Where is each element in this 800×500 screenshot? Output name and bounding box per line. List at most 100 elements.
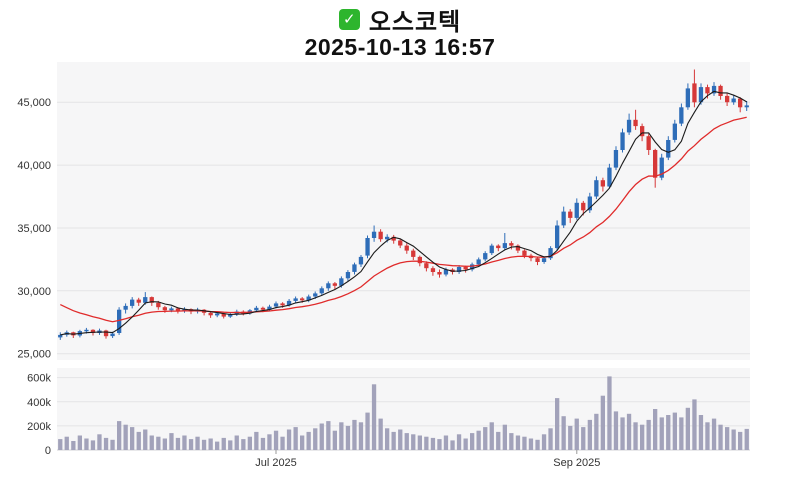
candle bbox=[705, 87, 710, 94]
candle bbox=[130, 299, 135, 306]
volume-bar bbox=[215, 441, 220, 450]
volume-bar bbox=[515, 435, 521, 450]
candle bbox=[541, 258, 547, 262]
candle bbox=[711, 85, 717, 94]
candle bbox=[143, 297, 148, 303]
candle bbox=[568, 211, 573, 218]
volume-bar bbox=[345, 425, 351, 450]
volume-bar bbox=[430, 437, 436, 450]
candle bbox=[286, 300, 292, 306]
candle bbox=[731, 98, 736, 103]
ma-short-line bbox=[60, 90, 747, 336]
volume-bar bbox=[260, 437, 266, 450]
volume-bar bbox=[254, 431, 259, 450]
candle bbox=[653, 150, 658, 178]
candle bbox=[456, 267, 462, 272]
volume-bar bbox=[411, 434, 416, 450]
volume-axis-label: 400k bbox=[27, 397, 51, 409]
volume-bar bbox=[705, 422, 710, 450]
candle bbox=[476, 259, 481, 265]
candle bbox=[502, 243, 507, 249]
candle bbox=[208, 312, 213, 316]
candle bbox=[672, 123, 677, 140]
price-axis-labels: 45,000 40,000 35,000 30,000 25,000 bbox=[17, 97, 51, 361]
volume-bar bbox=[117, 421, 122, 450]
volume-bar bbox=[483, 427, 488, 450]
x-axis-label: Jul 2025 bbox=[255, 457, 297, 469]
volume-bar bbox=[241, 439, 246, 450]
candle bbox=[725, 95, 730, 103]
volume-bar bbox=[561, 416, 566, 450]
candle bbox=[600, 180, 605, 187]
candle bbox=[345, 272, 351, 279]
volume-bar bbox=[587, 419, 592, 450]
candle bbox=[365, 238, 370, 256]
volume-bar bbox=[653, 409, 658, 450]
volume-bar bbox=[110, 439, 115, 451]
volume-bar bbox=[509, 433, 514, 450]
volume-bar bbox=[326, 421, 331, 450]
volume-bar bbox=[738, 431, 743, 450]
volume-bar bbox=[541, 434, 547, 450]
candle bbox=[470, 264, 475, 270]
volume-bar bbox=[300, 435, 305, 450]
volume-bar bbox=[672, 412, 677, 450]
volume-bar bbox=[208, 438, 213, 450]
candle bbox=[522, 250, 527, 256]
candle bbox=[136, 299, 141, 303]
volume-bar bbox=[130, 427, 135, 450]
candle bbox=[509, 243, 514, 246]
volume-bar bbox=[502, 424, 507, 450]
candle bbox=[633, 119, 638, 127]
volume-bar bbox=[293, 427, 298, 450]
candle bbox=[391, 236, 396, 241]
volume-bar bbox=[476, 430, 481, 450]
candle bbox=[254, 307, 259, 311]
candle bbox=[738, 98, 743, 108]
volume-bar bbox=[581, 427, 586, 450]
volume-bar bbox=[456, 434, 462, 450]
volume-bar bbox=[659, 417, 664, 450]
price-plot-area bbox=[57, 62, 750, 360]
candle bbox=[581, 202, 586, 211]
volume-bar bbox=[188, 439, 194, 450]
price-axis-label: 45,000 bbox=[17, 97, 51, 109]
candle bbox=[156, 302, 161, 308]
volume-bar bbox=[489, 422, 494, 450]
candle bbox=[430, 268, 436, 272]
price-axis-label: 35,000 bbox=[17, 223, 51, 235]
volume-bar bbox=[711, 418, 717, 450]
volume-bar bbox=[450, 440, 455, 450]
candle bbox=[339, 278, 344, 286]
candle bbox=[162, 307, 167, 311]
volume-bar bbox=[535, 439, 540, 451]
volume-bar bbox=[90, 440, 96, 450]
volume-bar bbox=[143, 429, 148, 450]
volume-bar bbox=[437, 439, 442, 450]
volume-bar bbox=[725, 427, 730, 450]
candle bbox=[685, 88, 690, 108]
volume-bar bbox=[97, 434, 102, 450]
candle bbox=[306, 296, 311, 301]
volume-bar bbox=[685, 407, 690, 450]
volume-series bbox=[58, 376, 749, 451]
candle bbox=[404, 245, 409, 251]
volume-bar bbox=[175, 437, 181, 450]
volume-bar bbox=[594, 413, 599, 450]
volume-bar bbox=[607, 376, 612, 450]
volume-bar bbox=[385, 428, 390, 450]
volume-bar bbox=[633, 422, 638, 450]
candle bbox=[123, 305, 128, 310]
volume-bar bbox=[162, 438, 167, 450]
chart-header: ✓ 오스코텍 2025-10-13 16:57 bbox=[0, 0, 800, 61]
x-axis: Jul 2025 Sep 2025 bbox=[255, 450, 600, 469]
volume-bar bbox=[149, 435, 154, 450]
candle bbox=[221, 313, 226, 317]
volume-bar bbox=[267, 434, 272, 450]
volume-bar bbox=[84, 438, 89, 450]
volume-axis-label: 0 bbox=[45, 445, 51, 457]
volume-bar bbox=[123, 424, 128, 450]
volume-axis-label: 200k bbox=[27, 421, 51, 433]
volume-bar bbox=[391, 431, 396, 450]
candle bbox=[117, 309, 122, 333]
